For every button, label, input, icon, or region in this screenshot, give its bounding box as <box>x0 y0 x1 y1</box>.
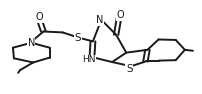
Text: N: N <box>28 38 35 48</box>
Text: O: O <box>36 12 43 22</box>
Text: S: S <box>126 64 133 74</box>
Text: O: O <box>116 10 124 20</box>
Text: S: S <box>75 33 81 43</box>
Text: N: N <box>96 15 104 25</box>
Text: HN: HN <box>82 55 96 64</box>
